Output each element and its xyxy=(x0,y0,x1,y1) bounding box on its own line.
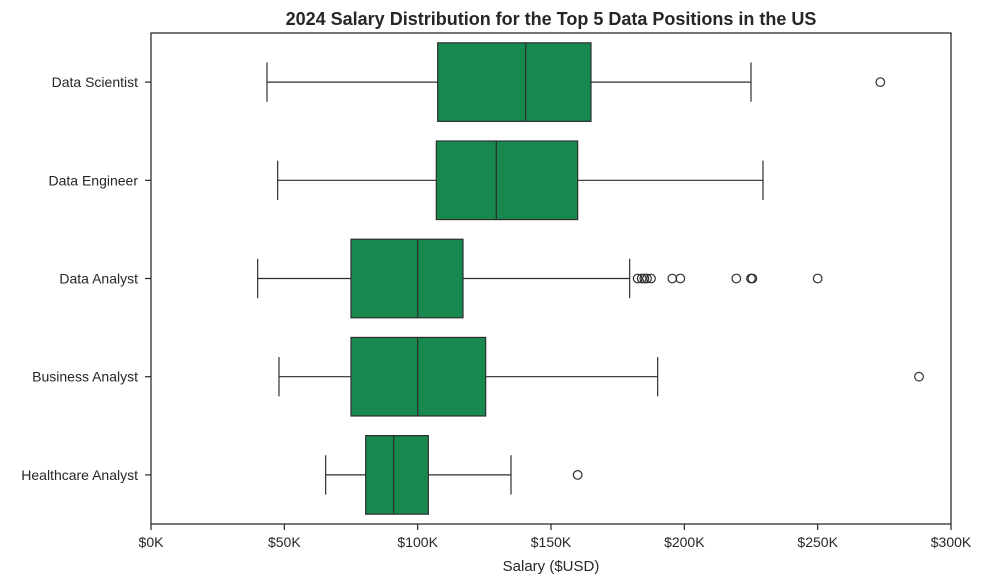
outlier-point xyxy=(632,273,643,284)
box-group xyxy=(325,435,583,515)
outlier-point xyxy=(667,273,678,284)
box-group xyxy=(277,140,764,221)
box-group xyxy=(278,336,924,417)
outlier-point xyxy=(646,273,656,284)
iqr-box xyxy=(435,140,579,221)
outlier-point xyxy=(642,273,652,284)
x-tick-label: $200K xyxy=(664,534,705,550)
y-tick-label: Data Scientist xyxy=(52,74,138,90)
y-tick-label: Data Analyst xyxy=(59,271,138,287)
outlier-point xyxy=(639,273,650,284)
x-tick-label: $100K xyxy=(397,534,438,550)
x-tick-label: $250K xyxy=(797,534,838,550)
box-group xyxy=(266,42,886,122)
x-tick-label: $300K xyxy=(931,534,972,550)
iqr-box xyxy=(350,336,487,417)
x-tick-label: $50K xyxy=(268,534,301,550)
y-tick-label: Healthcare Analyst xyxy=(21,467,138,483)
iqr-box xyxy=(437,42,592,122)
outlier-point xyxy=(675,273,686,284)
iqr-box xyxy=(350,238,464,319)
outlier-point xyxy=(636,273,647,284)
y-axis: Data Scientist Data Engineer Data Analyst B… xyxy=(21,74,151,483)
outlier-point xyxy=(812,273,823,284)
outlier-point xyxy=(747,273,758,284)
x-tick-label: $150K xyxy=(531,534,572,550)
plot-area xyxy=(257,42,924,515)
x-tick-label: $0K xyxy=(139,534,165,550)
outlier-point xyxy=(731,273,742,284)
y-tick-label: Business Analyst xyxy=(32,369,138,385)
outlier-point xyxy=(572,470,583,480)
x-axis: $0K $50K $100K $150K $200K $250K $300K xyxy=(139,524,972,550)
iqr-box xyxy=(365,435,429,515)
outlier-point xyxy=(914,371,924,382)
box-group xyxy=(257,238,823,319)
x-axis-label: Salary ($USD) xyxy=(503,558,600,575)
chart-title: 2024 Salary Distribution for the Top 5 D… xyxy=(286,9,817,29)
y-tick-label: Data Engineer xyxy=(48,172,138,188)
outlier-point xyxy=(875,77,886,87)
